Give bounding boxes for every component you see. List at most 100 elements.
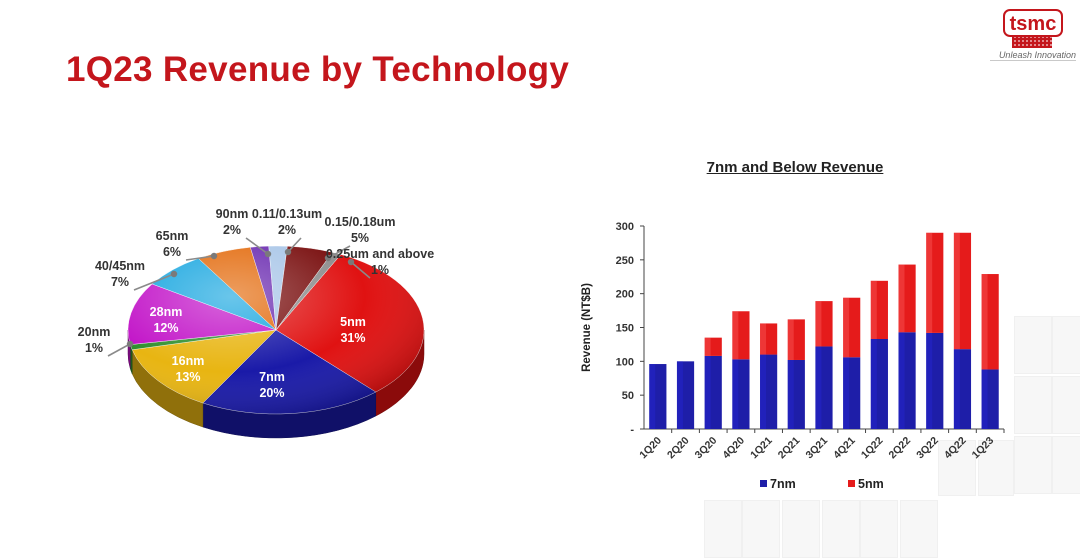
y-tick-label: 100: [616, 356, 634, 368]
x-tick-label: 1Q21: [748, 435, 775, 462]
bar-7nm-highlight: [676, 361, 683, 429]
bar-5nm: [815, 301, 833, 347]
pie-label-value: 1%: [371, 263, 389, 277]
pie-leader-dot: [210, 252, 218, 260]
bar-5nm: [953, 232, 972, 350]
pie-label-value: 12%: [153, 321, 178, 335]
bar-7nm: [898, 332, 916, 429]
x-tick-label: 2Q20: [665, 435, 692, 462]
bar-7nm-highlight: [926, 332, 933, 429]
decorative-square: [900, 500, 938, 558]
bar-7nm-highlight: [953, 349, 960, 429]
bar-7nm: [649, 364, 667, 429]
pie-label-name: 28nm: [150, 305, 183, 319]
x-tick-label: 2Q22: [887, 435, 914, 462]
x-tick-label: 2Q21: [776, 435, 803, 462]
decorative-square: [1014, 376, 1052, 434]
bar-5nm-highlight: [815, 301, 822, 347]
pie-label-value: 2%: [223, 223, 241, 237]
bar-5nm: [787, 319, 805, 360]
y-tick-label: -: [630, 424, 634, 436]
legend-label: 5nm: [858, 477, 884, 491]
pie-leader-line: [107, 343, 131, 357]
bar-5nm: [981, 274, 999, 370]
x-tick-label: 4Q20: [720, 435, 747, 462]
bar-7nm-highlight: [787, 359, 794, 429]
pie-leader-dot: [126, 340, 134, 348]
decorative-square: [978, 440, 1014, 496]
pie-label-name: 40/45nm: [95, 259, 145, 273]
pie-label-value: 13%: [175, 370, 200, 384]
bar-5nm-highlight: [787, 319, 794, 360]
legend-swatch: [848, 480, 855, 487]
bar-7nm: [815, 346, 833, 429]
y-tick-label: 250: [616, 255, 634, 267]
bar-5nm: [926, 232, 944, 333]
pie-label-name: 20nm: [78, 325, 111, 339]
y-tick-label: 200: [616, 289, 634, 301]
pie-leader-dot: [347, 258, 355, 266]
bar-7nm: [870, 339, 888, 429]
bar-7nm: [760, 354, 778, 429]
bar-5nm-highlight: [704, 337, 711, 356]
bar-7nm-highlight: [732, 359, 739, 429]
y-axis-label: Revenue (NT$B): [581, 283, 593, 372]
legend-swatch: [760, 480, 767, 487]
bar-7nm: [704, 355, 722, 429]
pie-leader-line: [185, 255, 215, 261]
bar-7nm-highlight: [815, 346, 822, 429]
bar-7nm-highlight: [898, 332, 905, 429]
pie-labels: 5nm 31% 7nm 20% 16nm 13% 20nm 1% 28nm 12% 40/45nm 7…: [78, 207, 435, 400]
decorative-square: [1052, 316, 1080, 374]
pie-label-name: 90nm: [216, 207, 249, 221]
bar-5nm-highlight: [926, 232, 933, 333]
y-tick-label: 300: [616, 221, 634, 233]
bar-7nm: [981, 369, 999, 429]
bar-5nm: [704, 337, 722, 356]
header-divider: [990, 60, 1076, 61]
bar-5nm-highlight: [760, 323, 767, 355]
bar-5nm-highlight: [870, 280, 877, 340]
decorative-square: [1014, 436, 1052, 494]
logo-text: tsmc: [1010, 13, 1057, 35]
bar-7nm: [676, 361, 695, 429]
decorative-square: [782, 500, 820, 558]
pie-leader-dot: [264, 250, 272, 258]
decorative-square: [704, 500, 742, 558]
bar-5nm-highlight: [898, 264, 905, 333]
bar-5nm: [843, 297, 861, 358]
decorative-square: [1052, 436, 1080, 494]
pie-label-value: 20%: [259, 386, 284, 400]
logo-tagline: Unleash Innovation: [998, 50, 1076, 60]
decorative-square: [742, 500, 780, 558]
decorative-square: [1014, 316, 1052, 374]
bar-7nm-highlight: [704, 355, 711, 429]
pie-leader-line: [350, 261, 371, 279]
bar-7nm: [787, 359, 805, 429]
pie-leader-line: [133, 273, 175, 291]
bar-series: [649, 232, 999, 429]
pie-label-name: 65nm: [156, 229, 189, 243]
bar-7nm-highlight: [870, 339, 877, 429]
x-tick-label: 1Q20: [637, 435, 664, 462]
decorative-square: [938, 440, 976, 496]
y-tick-label: 150: [616, 323, 634, 335]
x-tick-label: 3Q21: [803, 435, 830, 462]
pie-label-name: 0.11/0.13um: [252, 207, 322, 221]
x-tick-label: 1Q22: [859, 435, 886, 462]
pie-leader-dot: [170, 270, 178, 278]
pie-leader-line: [327, 245, 351, 259]
pie-leader-dot: [284, 248, 292, 256]
bar-7nm-highlight: [649, 364, 656, 429]
pie-leader-lines: [107, 237, 371, 357]
x-tick-label: 3Q22: [914, 435, 941, 462]
x-tick-label: 4Q21: [831, 435, 858, 462]
bar-7nm: [953, 349, 972, 429]
logo-mark-icon: tsmc: [1003, 9, 1063, 48]
bar-7nm: [926, 332, 944, 429]
decorative-square: [1052, 376, 1080, 434]
bar-legend: 7nm 5nm: [760, 477, 884, 491]
page-title: 1Q23 Revenue by Technology: [66, 50, 570, 89]
bar-5nm: [732, 311, 750, 360]
